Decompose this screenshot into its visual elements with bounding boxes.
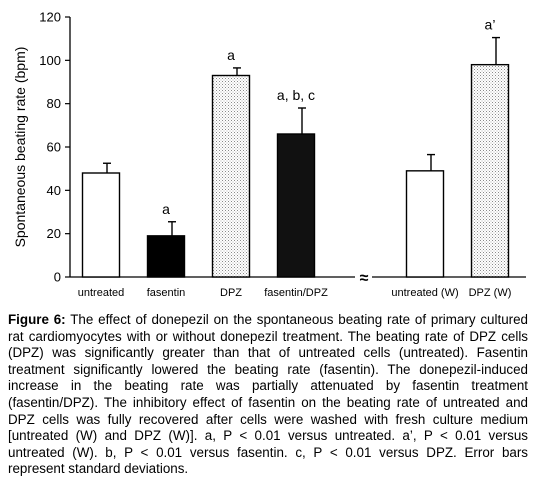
bar-fasentin (146, 235, 186, 278)
chart-labels: untreated a fasentin a DPZ a, b, c fasentin/DP… (78, 17, 512, 299)
y-tick-label: 120 (39, 10, 61, 25)
figure-caption-text: The effect of donepezil on the spontaneo… (8, 312, 528, 477)
category-label: fasentin (147, 287, 186, 299)
y-axis-label: Spontaneous beating rate (bpm) (12, 47, 28, 248)
bar-untreated-w (405, 170, 445, 278)
y-tick-label: 60 (47, 140, 61, 155)
bar-untreated (81, 172, 121, 278)
y-tick-label: 80 (47, 96, 61, 111)
y-tick-label: 40 (47, 183, 61, 198)
significance-label: a (162, 201, 170, 217)
axis-break-mark: ≈ (360, 270, 369, 287)
y-tick-label: 0 (54, 270, 61, 285)
category-label: untreated (W) (391, 287, 458, 299)
significance-label: a, b, c (277, 87, 315, 103)
chart-bars (81, 36, 510, 278)
category-label: DPZ (220, 287, 242, 299)
significance-label: a (227, 47, 235, 63)
bar-dpz (211, 74, 251, 278)
bar-fasentin-dpz (276, 133, 316, 278)
category-label: DPZ (W) (469, 287, 512, 299)
significance-label: a’ (485, 17, 496, 33)
figure-caption: Figure 6: The effect of donepezil on the… (8, 312, 528, 478)
bar-dpz-w (470, 63, 510, 278)
y-tick-label: 20 (47, 226, 61, 241)
bar-chart: ≈0 20 40 60 80 100 120 Spontaneous beating rate… (12, 10, 526, 299)
category-label: fasentin/DPZ (264, 287, 328, 299)
chart-axes: ≈0 20 40 60 80 100 120 Spontaneous beating rate… (12, 10, 526, 287)
y-tick-label: 100 (39, 53, 61, 68)
figure-caption-label: Figure 6: (8, 312, 66, 327)
category-label: untreated (78, 287, 124, 299)
